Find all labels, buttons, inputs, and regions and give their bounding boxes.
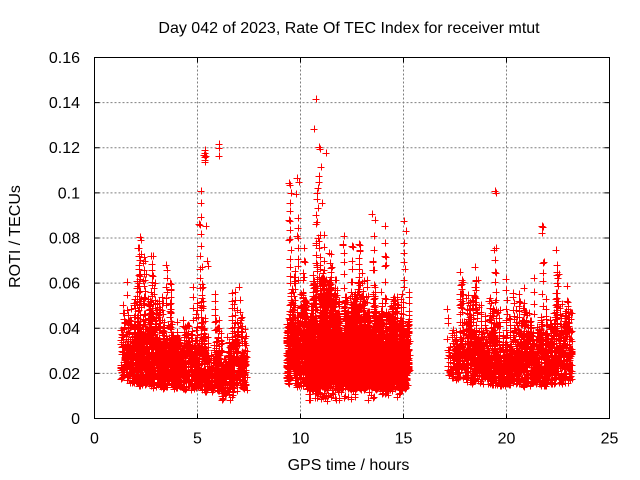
svg-text:ROTI / TECUs: ROTI / TECUs bbox=[7, 185, 24, 288]
svg-text:GPS time / hours: GPS time / hours bbox=[288, 457, 410, 474]
svg-text:0.04: 0.04 bbox=[49, 321, 80, 338]
svg-text:0.12: 0.12 bbox=[49, 140, 80, 157]
svg-text:20: 20 bbox=[498, 431, 516, 448]
svg-text:0.16: 0.16 bbox=[49, 50, 80, 67]
svg-text:25: 25 bbox=[601, 431, 619, 448]
svg-text:0.08: 0.08 bbox=[49, 231, 80, 248]
svg-text:0: 0 bbox=[71, 411, 80, 428]
svg-text:10: 10 bbox=[292, 431, 310, 448]
svg-text:0: 0 bbox=[90, 431, 99, 448]
svg-text:Day 042 of 2023, Rate Of TEC I: Day 042 of 2023, Rate Of TEC Index for r… bbox=[158, 20, 540, 37]
svg-text:0.02: 0.02 bbox=[49, 366, 80, 383]
svg-text:0.1: 0.1 bbox=[58, 185, 80, 202]
svg-text:15: 15 bbox=[395, 431, 413, 448]
svg-text:0.06: 0.06 bbox=[49, 276, 80, 293]
svg-text:5: 5 bbox=[193, 431, 202, 448]
svg-text:0.14: 0.14 bbox=[49, 95, 80, 112]
